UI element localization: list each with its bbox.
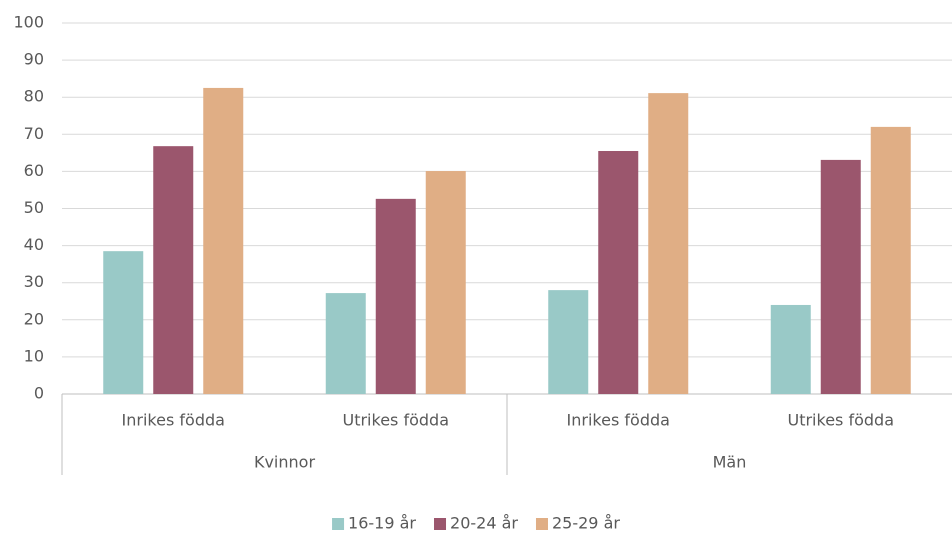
bar — [153, 146, 194, 394]
bar — [375, 198, 416, 394]
legend-label: 25-29 år — [552, 514, 620, 533]
bar — [598, 150, 639, 394]
y-tick-label: 80 — [24, 87, 44, 106]
legend-swatch — [434, 518, 447, 530]
x-tick-label: Utrikes födda — [342, 411, 449, 430]
y-tick-label: 100 — [13, 13, 44, 32]
y-tick-label: 90 — [24, 50, 44, 69]
bar — [425, 171, 466, 394]
y-tick-label: 70 — [24, 124, 44, 143]
bar — [648, 93, 689, 394]
bar — [203, 87, 244, 395]
y-tick-label: 30 — [24, 272, 44, 291]
y-tick-label: 40 — [24, 235, 44, 254]
y-tick-label: 0 — [34, 384, 44, 403]
bar — [820, 159, 861, 394]
x-tick-label: Inrikes födda — [122, 411, 225, 430]
bar — [770, 304, 811, 394]
legend-swatch — [535, 518, 548, 530]
x-tick-label: Utrikes födda — [787, 411, 894, 430]
bar — [548, 290, 589, 394]
bar — [325, 293, 366, 394]
x-tick-label: Inrikes födda — [567, 411, 670, 430]
legend-label: 16-19 år — [348, 514, 416, 533]
y-tick-label: 50 — [24, 198, 44, 217]
group-label: Kvinnor — [254, 453, 315, 472]
legend-swatch — [332, 518, 345, 530]
y-tick-label: 10 — [24, 346, 44, 365]
y-tick-label: 60 — [24, 161, 44, 180]
legend-label: 20-24 år — [450, 514, 518, 533]
bar — [870, 126, 911, 394]
group-label: Män — [713, 453, 747, 472]
y-tick-label: 20 — [24, 309, 44, 328]
bar — [103, 251, 144, 394]
